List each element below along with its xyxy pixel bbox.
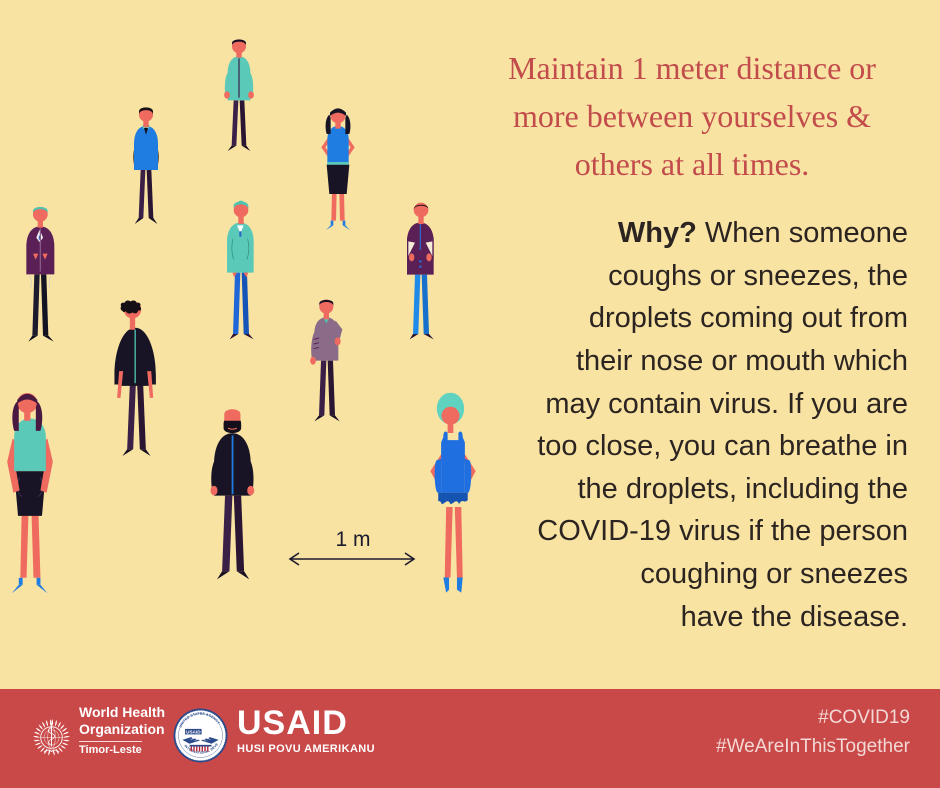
svg-text:USAID: USAID [186,729,201,734]
